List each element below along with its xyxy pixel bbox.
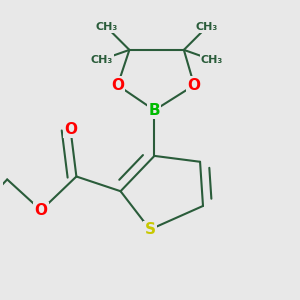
Text: S: S (145, 222, 155, 237)
Text: O: O (111, 78, 124, 93)
Text: CH₃: CH₃ (91, 55, 113, 64)
Text: CH₃: CH₃ (96, 22, 118, 32)
Text: CH₃: CH₃ (195, 22, 218, 32)
Text: B: B (148, 103, 160, 118)
Text: O: O (34, 203, 48, 218)
Text: O: O (64, 122, 77, 137)
Text: CH₃: CH₃ (200, 55, 223, 64)
Text: O: O (188, 78, 201, 93)
